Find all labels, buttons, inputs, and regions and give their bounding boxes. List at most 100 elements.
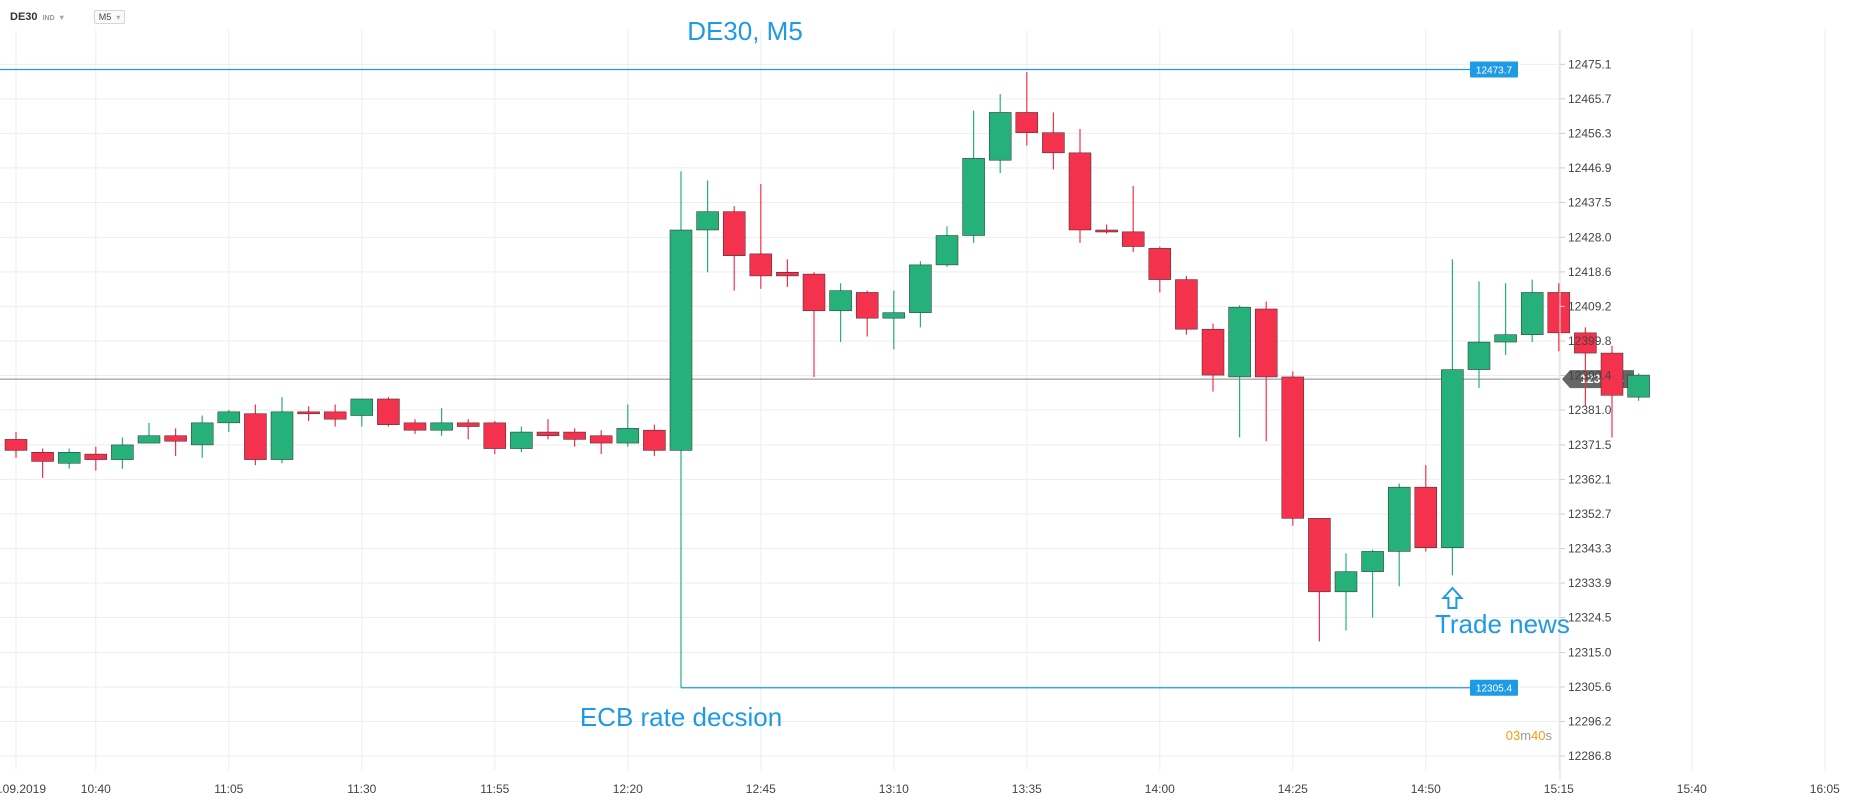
chevron-down-icon: ▾ [59, 13, 64, 22]
y-tick-label: 12446.9 [1568, 161, 1612, 175]
x-tick-label: 12:45 [746, 782, 776, 796]
bearish-candle [589, 435, 613, 444]
bearish-candle [1414, 486, 1438, 549]
x-tick-label: 10:40 [81, 782, 111, 796]
bearish-candle [31, 451, 54, 462]
grid [0, 30, 1826, 770]
y-tick-label: 12305.6 [1568, 680, 1612, 694]
y-tick-label: 12465.7 [1568, 92, 1612, 106]
bullish-candle [696, 211, 719, 231]
bullish-candle [430, 422, 453, 431]
y-tick-label: 12343.3 [1568, 541, 1612, 555]
bullish-candle [270, 411, 294, 460]
x-tick-label: 13:10 [879, 782, 909, 796]
bearish-candle [1600, 352, 1624, 396]
bearish-candle [1254, 308, 1278, 378]
y-tick-label: 12362.1 [1568, 472, 1612, 486]
bullish-candle [350, 398, 374, 416]
bullish-candle [988, 112, 1012, 161]
timeframe-label: M5 [98, 12, 112, 22]
x-tick-label: 14:00 [1145, 782, 1175, 796]
bullish-candle [1467, 341, 1491, 370]
bearish-candle [1547, 292, 1571, 334]
bearish-candle [1042, 132, 1065, 154]
y-tick-label: 12333.9 [1568, 576, 1612, 590]
bearish-candle [377, 398, 400, 425]
timer-seconds: 40 [1531, 728, 1545, 743]
x-tick-label: 13:35 [1012, 782, 1042, 796]
bearish-candle [456, 422, 480, 427]
bullish-candle [111, 444, 134, 460]
bearish-candle [1068, 152, 1092, 231]
bullish-candle [1334, 571, 1358, 593]
y-tick-label: 12352.7 [1568, 507, 1612, 521]
x-tick-label: 14:50 [1411, 782, 1441, 796]
bearish-candle [84, 453, 108, 460]
y-tick-label: 12390.4 [1568, 368, 1612, 382]
bullish-candle [510, 431, 533, 449]
bullish-candle [190, 422, 214, 446]
y-tick-label: 12418.6 [1568, 265, 1612, 279]
bearish-candle [749, 253, 773, 277]
x-tick-label: 15:40 [1677, 782, 1707, 796]
bullish-candle [1228, 306, 1251, 378]
timer-minutes: 03 [1506, 728, 1520, 743]
bearish-candle [1015, 112, 1039, 133]
bullish-candle [962, 158, 985, 236]
bearish-candle [536, 431, 560, 436]
bullish-candle [935, 235, 959, 266]
x-tick-label: 15:15 [1544, 782, 1574, 796]
candles [4, 72, 1650, 688]
bearish-candle [164, 435, 187, 442]
bearish-candle [323, 411, 347, 420]
bullish-candle [909, 264, 932, 313]
bearish-candle [1095, 229, 1118, 233]
candle-timer: 03m40s [1506, 728, 1553, 743]
level-badge [1470, 61, 1518, 78]
bearish-candle [483, 422, 507, 449]
bullish-candle [616, 428, 640, 444]
x-tick-label: 11:55 [480, 782, 509, 796]
bearish-candle [297, 411, 320, 415]
bearish-candle [776, 271, 799, 277]
bullish-candle [829, 290, 852, 312]
level-badge [1470, 679, 1518, 696]
bullish-candle [57, 451, 81, 464]
bearish-candle [1175, 279, 1198, 330]
symbol-label: DE30 [10, 11, 38, 23]
x-tick-label: 11:30 [347, 782, 376, 796]
y-tick-label: 12371.5 [1568, 438, 1612, 452]
timeframe-selector[interactable]: M5 ▾ [93, 10, 126, 24]
level-label: 12305.4 [1476, 684, 1513, 695]
timer-minutes-unit: m [1520, 728, 1531, 743]
annotation-trade-news: Trade news [1435, 609, 1570, 639]
bearish-candle [244, 413, 267, 460]
bullish-candle [137, 435, 161, 444]
y-tick-label: 12399.8 [1568, 334, 1612, 348]
bullish-candle [1441, 369, 1464, 549]
bullish-candle [217, 411, 241, 424]
bearish-candle [1308, 518, 1331, 593]
y-tick-label: 12475.1 [1568, 57, 1612, 71]
bearish-candle [1574, 332, 1597, 354]
bearish-candle [4, 439, 28, 451]
symbol-selector[interactable]: DE30 IND ▾ [10, 11, 64, 23]
x-tick-label: 16:05 [1810, 782, 1840, 796]
bullish-candle [1627, 374, 1650, 398]
bullish-candle [1494, 334, 1517, 343]
y-tick-label: 12296.2 [1568, 715, 1612, 729]
bearish-candle [1201, 328, 1225, 376]
chart-toolbar: DE30 IND ▾ M5 ▾ [10, 8, 126, 26]
bearish-candle [1121, 231, 1145, 247]
y-tick-label: 12315.0 [1568, 645, 1612, 659]
bearish-candle [855, 292, 879, 319]
symbol-badge: IND [42, 15, 55, 22]
x-tick-label: 14:25 [1278, 782, 1308, 796]
chevron-down-icon: ▾ [116, 12, 121, 22]
bullish-candle [1520, 292, 1544, 335]
bearish-candle [802, 273, 826, 312]
y-tick-label: 12437.5 [1568, 195, 1612, 209]
x-tick-label: 12:20 [613, 782, 643, 796]
level-label: 12473.7 [1476, 65, 1513, 76]
